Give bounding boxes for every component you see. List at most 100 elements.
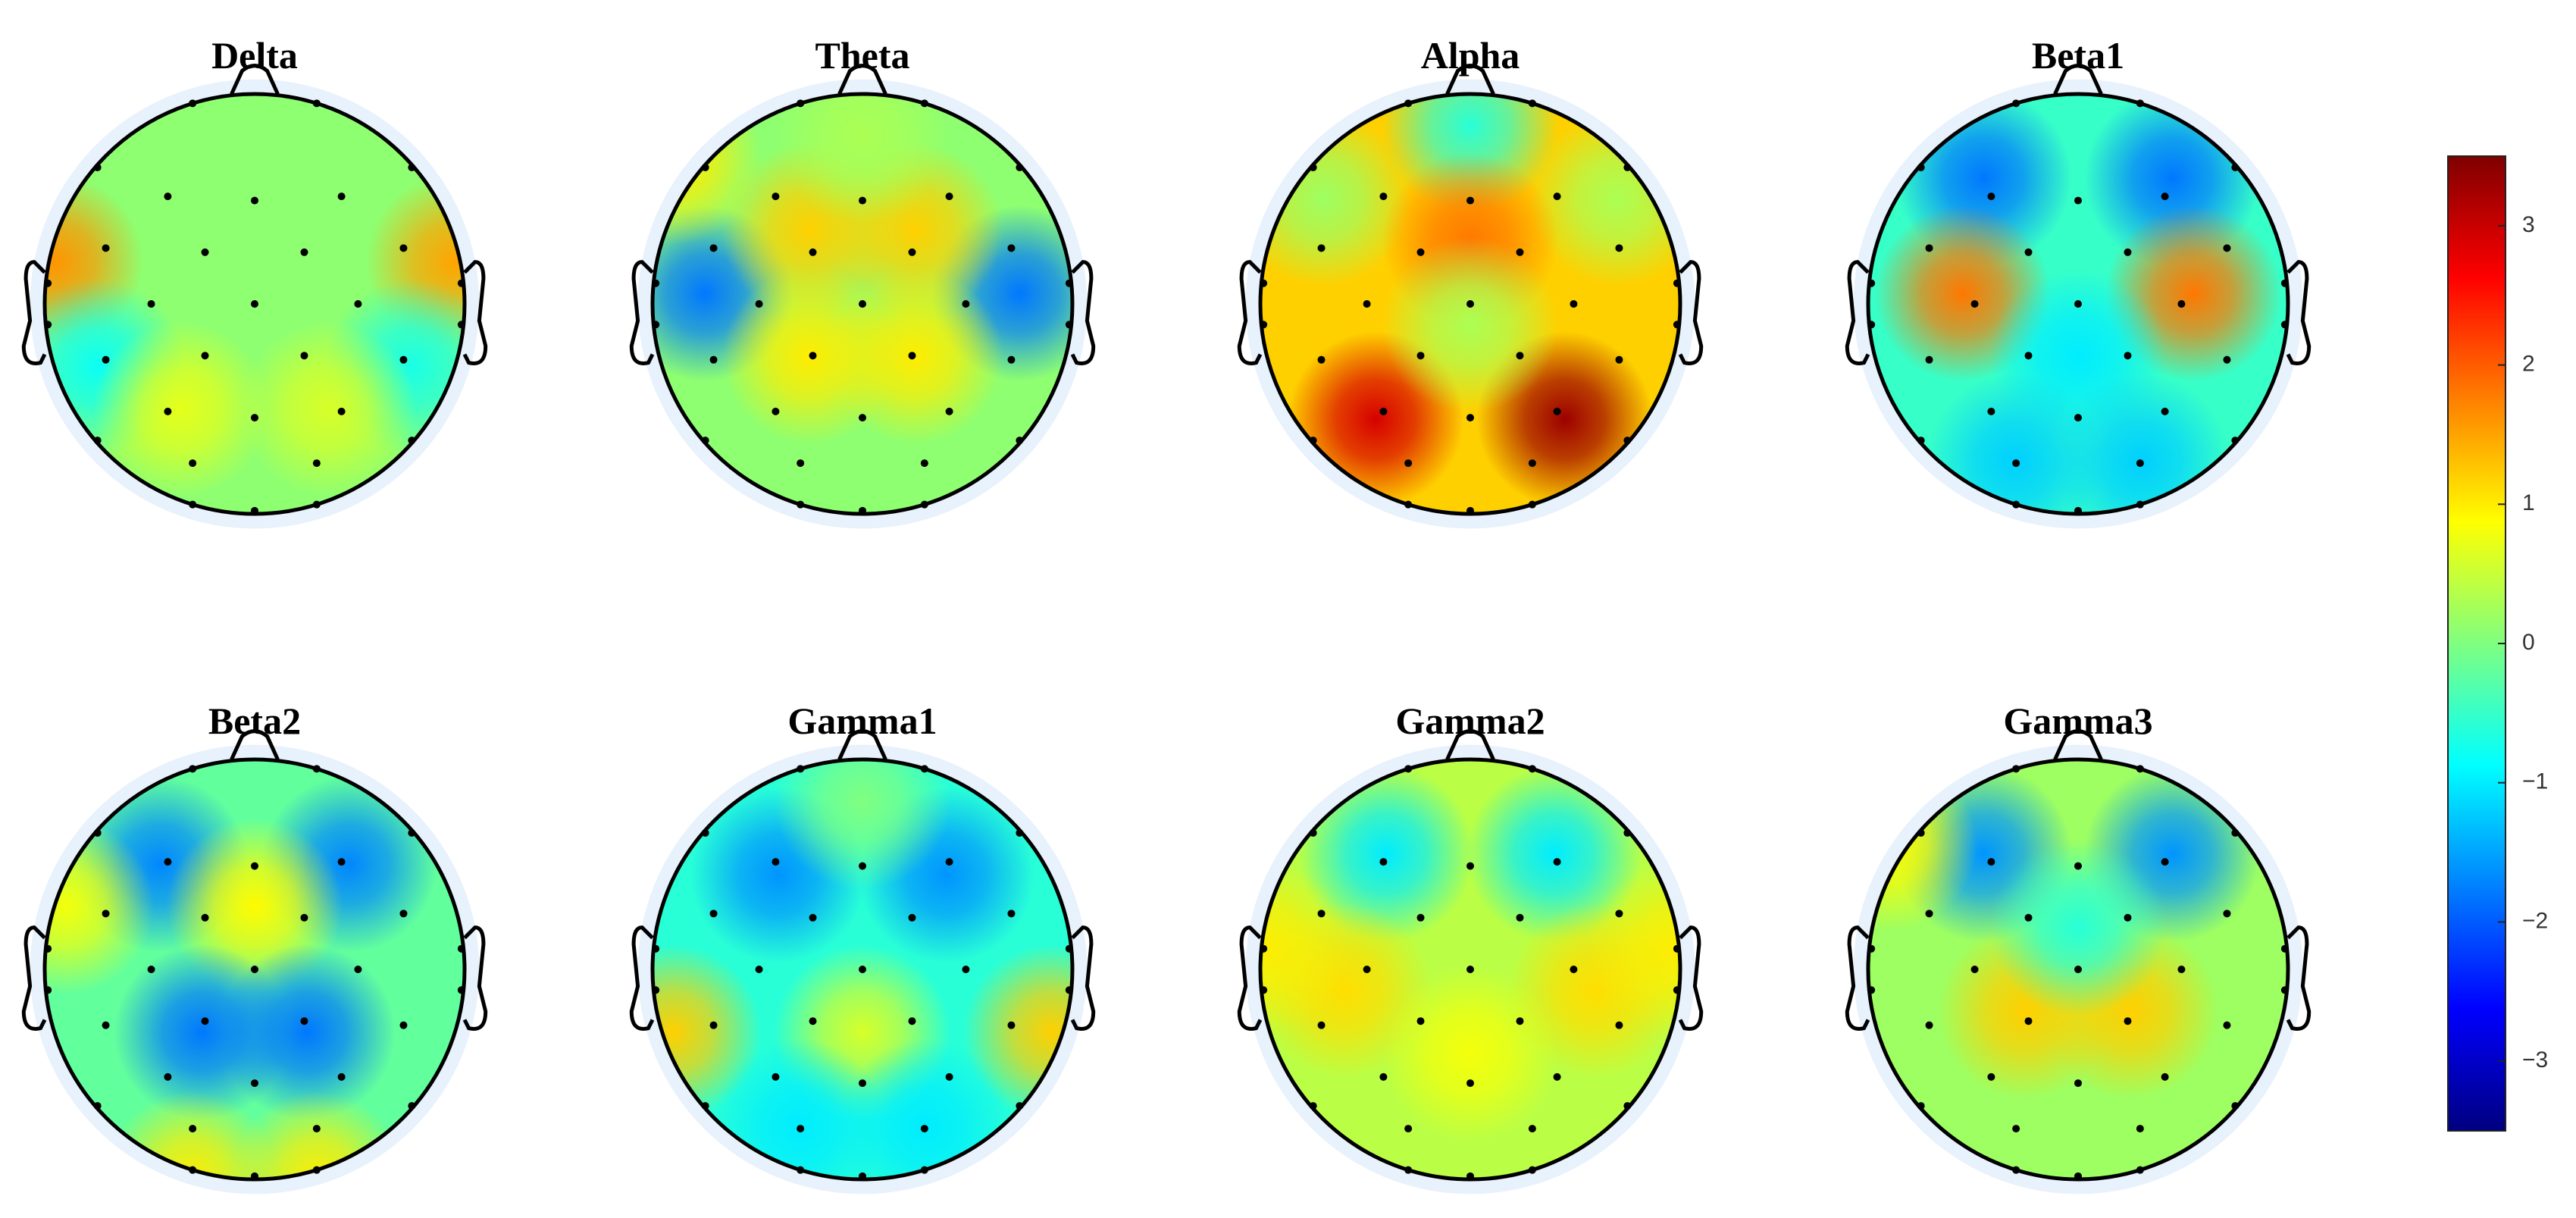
hotspot xyxy=(962,944,1072,1121)
hotspot xyxy=(92,321,270,497)
hotspot xyxy=(239,321,417,497)
electrode xyxy=(201,352,209,360)
electrode xyxy=(2223,1021,2231,1029)
nose xyxy=(837,64,887,95)
electrode xyxy=(1309,437,1317,445)
electrode xyxy=(1867,944,1876,953)
electrode xyxy=(1925,355,1933,364)
electrode xyxy=(1615,1021,1623,1029)
electrode xyxy=(2074,414,2082,422)
electrode xyxy=(2136,500,2144,509)
electrode xyxy=(772,407,780,415)
electrode xyxy=(2136,99,2144,108)
electrode xyxy=(1466,966,1474,973)
ear xyxy=(1070,260,1096,365)
electrode xyxy=(2012,459,2020,468)
electrode xyxy=(251,300,258,308)
electrode xyxy=(945,193,953,201)
electrode xyxy=(859,862,866,870)
electrode xyxy=(859,414,866,422)
electrode xyxy=(2124,248,2132,256)
electrode xyxy=(354,300,362,308)
electrode xyxy=(2012,1125,2020,1133)
electrode xyxy=(1260,279,1268,287)
electrode xyxy=(920,1166,928,1174)
electrode xyxy=(2074,862,2082,870)
electrode xyxy=(1466,862,1474,870)
electrode xyxy=(1379,858,1388,866)
panel-title: Theta xyxy=(815,34,910,77)
electrode xyxy=(1466,1172,1474,1180)
electrode xyxy=(1623,437,1632,445)
electrode xyxy=(2280,279,2289,287)
electrode xyxy=(1466,300,1474,308)
ear xyxy=(2286,925,2312,1031)
electrode xyxy=(1615,244,1623,252)
electrode xyxy=(1925,1021,1933,1029)
colorbar-tick-label: 2 xyxy=(2522,351,2535,376)
electrode xyxy=(920,1125,928,1133)
electrode xyxy=(1623,1102,1632,1110)
electrode xyxy=(102,355,110,364)
electrode xyxy=(251,414,258,422)
hotspot xyxy=(1297,766,1475,942)
electrode xyxy=(399,244,408,252)
electrode xyxy=(1917,1102,1925,1110)
electrode xyxy=(201,1017,209,1025)
electrode xyxy=(2024,1017,2033,1025)
colorbar-tick-label: 3 xyxy=(2522,212,2535,237)
electrode xyxy=(809,352,817,360)
electrode xyxy=(1317,1021,1326,1029)
electrode xyxy=(1416,352,1425,360)
electrode xyxy=(859,506,866,515)
electrode xyxy=(1404,459,1413,468)
electrode xyxy=(189,765,197,773)
topomap: Beta1 xyxy=(1845,34,2312,529)
electrode xyxy=(2136,1125,2144,1133)
electrode xyxy=(457,279,465,287)
electrode xyxy=(189,459,197,468)
electrode xyxy=(2161,858,2169,866)
heatmap xyxy=(1868,94,2288,514)
electrode xyxy=(2231,163,2240,171)
electrode xyxy=(300,352,308,360)
electrode xyxy=(1528,500,1536,509)
electrode xyxy=(809,248,817,256)
electrode xyxy=(809,913,817,922)
electrode xyxy=(1379,407,1388,415)
electrode xyxy=(2074,1079,2082,1088)
electrode xyxy=(1363,966,1371,973)
electrode xyxy=(1553,407,1561,415)
electrode xyxy=(1416,248,1425,256)
electrode xyxy=(1987,193,1995,201)
hotspot xyxy=(774,759,951,890)
electrode xyxy=(312,1125,321,1133)
ear xyxy=(629,260,655,365)
electrode xyxy=(1007,244,1016,252)
electrode xyxy=(2231,1102,2240,1110)
electrode xyxy=(755,300,763,308)
electrode xyxy=(2074,1172,2082,1180)
electrode xyxy=(354,966,362,973)
electrode xyxy=(93,163,102,171)
electrode xyxy=(164,858,172,866)
electrode xyxy=(251,966,258,973)
electrode xyxy=(1379,1072,1388,1081)
electrode xyxy=(652,321,660,329)
electrode xyxy=(102,1021,110,1029)
electrode xyxy=(102,244,110,252)
electrode xyxy=(908,352,916,360)
electrode xyxy=(1065,321,1073,329)
electrode xyxy=(1309,828,1317,837)
electrode xyxy=(408,163,416,171)
electrode xyxy=(337,858,346,866)
electrode xyxy=(2012,765,2020,773)
electrode xyxy=(2124,913,2132,922)
ear xyxy=(1237,925,1263,1031)
electrode xyxy=(1553,858,1561,866)
hotspot xyxy=(45,818,155,995)
electrode xyxy=(1970,966,1979,973)
electrode xyxy=(1309,163,1317,171)
heatmap xyxy=(1868,759,2288,1179)
electrode xyxy=(201,913,209,922)
